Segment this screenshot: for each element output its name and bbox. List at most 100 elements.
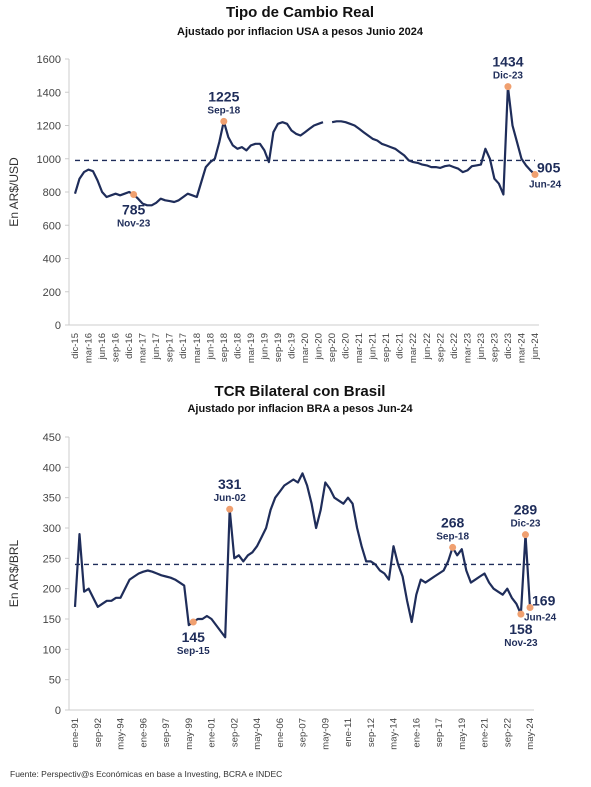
x-tick-label: jun-16 xyxy=(97,333,108,360)
highlight-dot xyxy=(531,171,539,179)
x-tick-label: jun-18 xyxy=(205,333,216,360)
x-tick-label: sep-12 xyxy=(366,718,377,747)
x-tick-label: mar-23 xyxy=(462,333,473,363)
x-tick-label: jun-21 xyxy=(368,333,379,360)
annotation-label: Nov-23 xyxy=(117,218,151,229)
x-tick-label: may-19 xyxy=(457,718,468,750)
y-tick-label: 350 xyxy=(43,493,61,505)
annotation-value: 1434 xyxy=(492,54,523,70)
x-tick-label: ene-21 xyxy=(480,718,491,748)
y-tick-label: 1200 xyxy=(37,121,61,133)
highlight-dot xyxy=(449,543,457,551)
annotation-value: 268 xyxy=(441,514,465,530)
annotation-value: 169 xyxy=(532,592,556,608)
x-tick-label: dic-20 xyxy=(341,333,352,359)
chart-subtitle: Ajustado por inflacion BRA a pesos Jun-2… xyxy=(187,403,413,415)
x-tick-label: sep-22 xyxy=(435,333,446,362)
chart-subtitle: Ajustado por inflacion USA a pesos Junio… xyxy=(177,26,424,38)
y-axis-label: En AR$/USD xyxy=(7,157,21,227)
x-tick-label: mar-22 xyxy=(408,333,419,363)
annotation-label: Sep-18 xyxy=(207,105,240,116)
x-tick-label: jun-17 xyxy=(151,333,162,360)
highlight-dot xyxy=(521,531,529,539)
x-tick-label: dic-16 xyxy=(124,333,135,359)
y-tick-label: 200 xyxy=(43,287,61,299)
y-tick-label: 400 xyxy=(43,462,61,474)
x-tick-label: jun-23 xyxy=(476,333,487,360)
highlight-dot xyxy=(526,603,534,611)
highlight-dot xyxy=(226,505,234,513)
annotation-label: Dic-23 xyxy=(510,519,540,530)
line-series xyxy=(73,472,532,639)
highlight-dot xyxy=(130,190,138,198)
x-tick-label: dic-22 xyxy=(449,333,460,359)
x-tick-label: may-94 xyxy=(116,718,127,750)
x-tick-label: jun-20 xyxy=(314,333,325,360)
x-tick-label: ene-16 xyxy=(411,718,422,748)
x-tick-label: mar-16 xyxy=(84,333,95,363)
highlight-dot xyxy=(220,117,228,125)
y-tick-label: 300 xyxy=(43,523,61,535)
x-tick-label: ene-01 xyxy=(207,718,218,748)
annotation-value: 785 xyxy=(122,201,146,217)
y-tick-label: 450 xyxy=(43,432,61,444)
x-tick-label: sep-20 xyxy=(327,333,338,362)
x-tick-label: jun-24 xyxy=(530,333,541,360)
x-tick-label: may-14 xyxy=(389,718,400,750)
annotation-label: Nov-23 xyxy=(504,638,538,649)
chart-title: Tipo de Cambio Real xyxy=(226,4,374,21)
y-tick-label: 100 xyxy=(43,644,61,656)
annotation-label: Jun-24 xyxy=(529,180,562,191)
y-axis-label: En AR$/BRL xyxy=(7,539,21,607)
annotation-label: Jun-02 xyxy=(214,493,247,504)
x-tick-label: dic-19 xyxy=(286,333,297,359)
x-tick-label: sep-21 xyxy=(381,333,392,362)
x-tick-label: dic-21 xyxy=(395,333,406,359)
x-tick-label: may-04 xyxy=(252,718,263,750)
x-tick-label: dic-23 xyxy=(503,333,514,359)
annotation-value: 145 xyxy=(182,629,206,645)
x-tick-label: sep-17 xyxy=(434,718,445,747)
x-tick-label: may-99 xyxy=(184,718,195,750)
y-tick-label: 1600 xyxy=(37,54,61,66)
x-tick-label: sep-16 xyxy=(111,333,122,362)
annotation-value: 289 xyxy=(514,502,538,518)
y-tick-label: 0 xyxy=(55,705,61,717)
annotation-value: 158 xyxy=(509,621,533,637)
chart-title: TCR Bilateral con Brasil xyxy=(215,383,386,400)
y-tick-label: 1400 xyxy=(37,87,61,99)
y-tick-label: 200 xyxy=(43,584,61,596)
annotation-value: 905 xyxy=(537,160,561,176)
x-tick-label: ene-06 xyxy=(275,718,286,748)
highlight-dot xyxy=(517,610,525,618)
x-tick-label: ene-96 xyxy=(138,718,149,748)
x-tick-label: ene-91 xyxy=(70,718,81,748)
y-tick-label: 50 xyxy=(49,675,61,687)
line-series xyxy=(331,85,536,196)
highlight-dot xyxy=(189,618,197,626)
x-tick-label: mar-17 xyxy=(138,333,149,363)
x-tick-label: sep-19 xyxy=(273,333,284,362)
x-tick-label: sep-07 xyxy=(298,718,309,747)
annotation-value: 331 xyxy=(218,476,242,492)
y-tick-label: 800 xyxy=(43,187,61,199)
source: Fuente: Perspectiv@s Económicas en base … xyxy=(10,769,282,779)
x-tick-label: sep-23 xyxy=(489,333,500,362)
x-tick-label: mar-24 xyxy=(516,333,527,363)
x-tick-label: sep-92 xyxy=(93,718,104,747)
x-tick-label: sep-22 xyxy=(502,718,513,747)
x-tick-label: dic-15 xyxy=(70,333,81,359)
x-tick-label: may-09 xyxy=(320,718,331,750)
x-tick-label: sep-02 xyxy=(229,718,240,747)
x-tick-label: jun-19 xyxy=(259,333,270,360)
x-tick-label: ene-11 xyxy=(343,718,354,747)
x-tick-label: sep-18 xyxy=(219,333,230,362)
y-tick-label: 250 xyxy=(43,553,61,565)
y-tick-label: 400 xyxy=(43,254,61,266)
x-tick-label: jun-22 xyxy=(422,333,433,360)
y-tick-label: 0 xyxy=(55,320,61,332)
x-tick-label: dic-17 xyxy=(178,333,189,359)
x-tick-label: mar-18 xyxy=(192,333,203,363)
annotation-label: Sep-15 xyxy=(177,646,210,657)
